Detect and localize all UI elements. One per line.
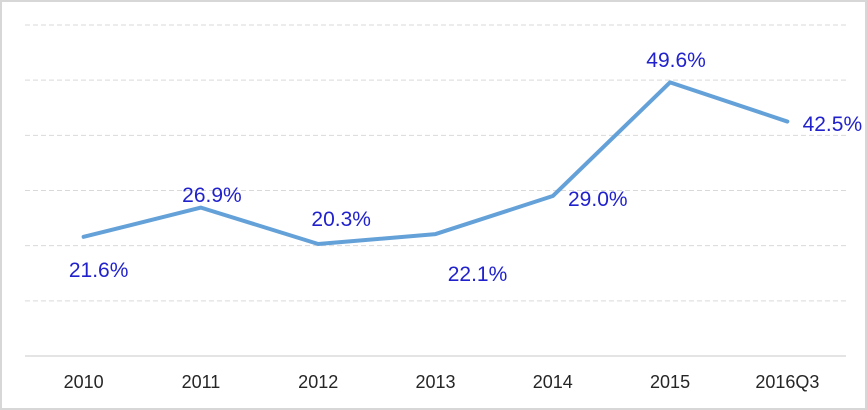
series-line — [81, 80, 790, 247]
